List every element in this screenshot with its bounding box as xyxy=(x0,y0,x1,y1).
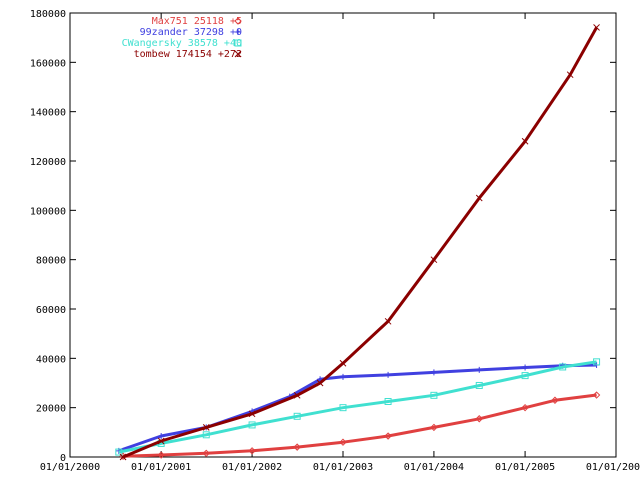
x-tick-label: 01/01/2005 xyxy=(495,462,555,473)
data-point xyxy=(522,364,529,371)
series-line xyxy=(118,360,597,454)
x-tick-label: 01/01/2003 xyxy=(313,462,373,473)
legend-label: CWangersky 38578 +40 xyxy=(122,38,242,49)
y-tick-label: 20000 xyxy=(36,404,66,415)
data-point xyxy=(293,391,301,399)
data-point xyxy=(593,358,601,366)
y-tick-label: 100000 xyxy=(30,206,66,217)
data-point xyxy=(339,438,347,446)
data-point xyxy=(566,71,574,79)
data-point xyxy=(593,24,600,31)
y-tick-label: 80000 xyxy=(36,256,66,267)
data-point xyxy=(115,448,123,456)
legend-marker xyxy=(234,17,242,25)
data-point xyxy=(430,391,438,399)
data-point xyxy=(157,437,165,445)
data-point xyxy=(430,369,437,376)
legend-label: 99zander 37298 +0 xyxy=(140,27,242,38)
data-point xyxy=(521,137,529,145)
x-tick-label: 01/01/2006 xyxy=(586,462,640,473)
legend-marker xyxy=(234,39,242,47)
data-point xyxy=(202,424,210,431)
data-point xyxy=(592,391,601,399)
plot-area xyxy=(69,12,617,458)
data-point xyxy=(293,412,301,420)
data-point xyxy=(202,449,210,458)
data-point xyxy=(521,403,529,412)
data-point xyxy=(157,451,165,459)
series-line xyxy=(122,26,598,459)
series-4 xyxy=(119,24,600,461)
data-point xyxy=(430,423,438,432)
data-point xyxy=(475,381,483,389)
data-point xyxy=(316,379,324,387)
data-point xyxy=(248,421,256,429)
x-tick-label: 01/01/2002 xyxy=(222,462,282,473)
y-tick-label: 40000 xyxy=(36,354,66,365)
data-point xyxy=(551,396,559,404)
data-point xyxy=(119,453,127,461)
data-point xyxy=(339,359,347,367)
y-tick-label: 0 xyxy=(60,453,66,464)
series-layer xyxy=(115,24,601,461)
series-line xyxy=(123,393,597,458)
data-point xyxy=(475,194,483,202)
data-point xyxy=(202,431,210,439)
y-tick-label: 180000 xyxy=(30,9,66,20)
x-tick-label: 01/01/2001 xyxy=(131,462,191,473)
y-tick-label: 60000 xyxy=(36,305,66,316)
data-point xyxy=(521,372,529,380)
data-point xyxy=(339,404,347,412)
legend-label: Max751 25118 +5 xyxy=(152,16,242,27)
y-axis-ticks: 0 20000 40000 60000 80000 100000 120000 140000 1… xyxy=(30,9,616,464)
y-tick-label: 120000 xyxy=(30,157,66,168)
data-point xyxy=(248,410,256,418)
data-point xyxy=(475,415,483,423)
data-point xyxy=(293,443,301,451)
data-point xyxy=(384,398,392,405)
data-point xyxy=(476,366,483,373)
x-tick-label: 01/01/2004 xyxy=(404,462,464,473)
data-point xyxy=(384,317,392,325)
data-point xyxy=(559,363,567,371)
series-1 xyxy=(119,391,601,460)
data-point xyxy=(385,371,392,378)
data-point xyxy=(248,447,256,455)
data-point xyxy=(384,432,392,440)
data-point xyxy=(430,256,438,264)
x-axis-ticks: 01/01/2000 01/01/2001 01/01/2002 01/01/2003… xyxy=(40,13,640,473)
legend-marker xyxy=(235,29,241,35)
y-tick-label: 140000 xyxy=(30,108,66,119)
data-point xyxy=(340,373,346,380)
legend-marker xyxy=(234,50,242,58)
data-point xyxy=(158,433,165,440)
x-tick-label: 01/01/2000 xyxy=(40,462,100,473)
y-tick-label: 160000 xyxy=(30,58,66,69)
legend-label: tombew 174154 +272 xyxy=(134,49,242,60)
